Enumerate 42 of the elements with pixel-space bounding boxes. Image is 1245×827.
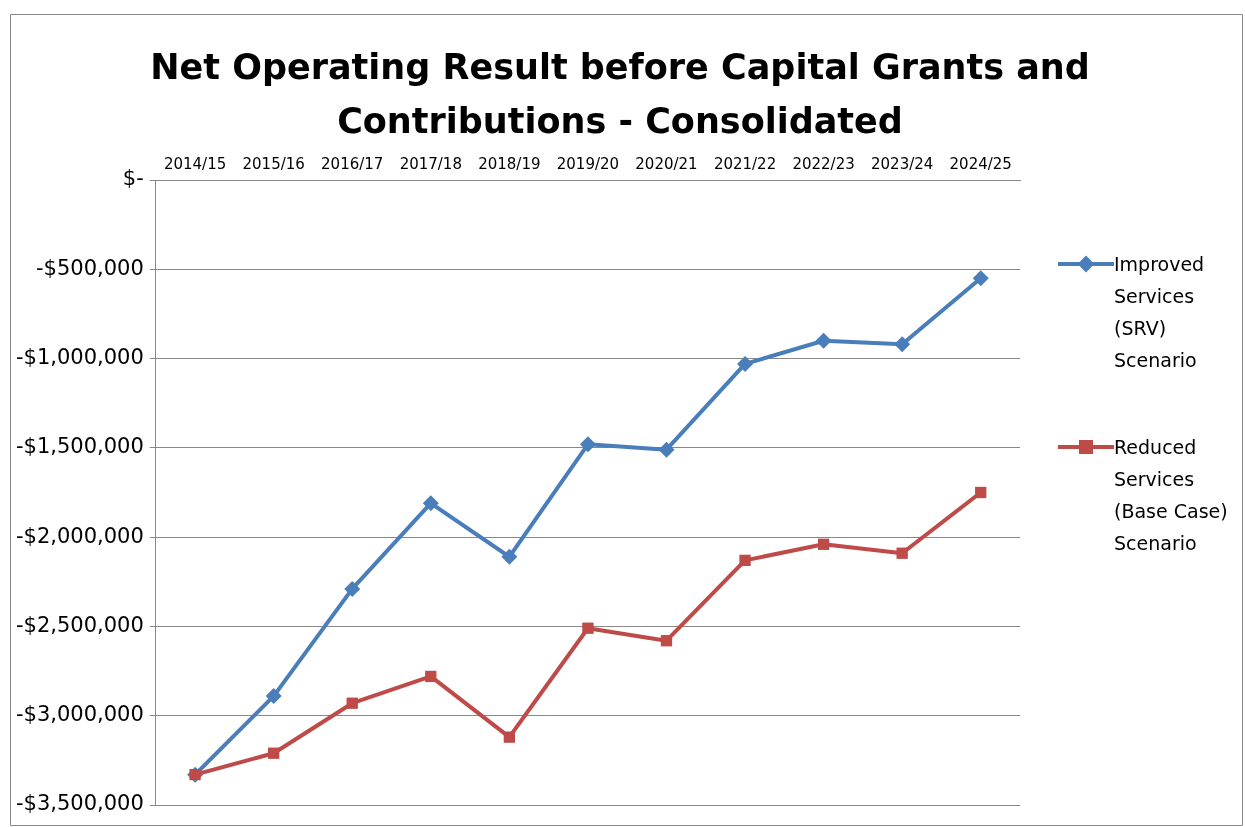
point xyxy=(425,670,437,683)
y-tick-label: -$1,000,000 xyxy=(15,345,144,370)
y-tick-label: -$2,000,000 xyxy=(15,523,144,548)
x-tick-label: 2020/21 xyxy=(635,154,698,173)
x-tick-label: 2018/19 xyxy=(478,154,541,173)
point xyxy=(268,747,280,759)
point xyxy=(346,697,358,709)
y-tick-label: -$3,000,000 xyxy=(15,702,144,727)
x-tick-label: 2015/16 xyxy=(242,154,305,173)
chart-title: Net Operating Result before Capital Grants and Contributions - Consolidated xyxy=(149,46,1091,143)
point xyxy=(739,554,751,567)
point xyxy=(344,580,361,597)
point xyxy=(660,635,673,647)
x-tick-label: 2023/24 xyxy=(870,154,934,173)
point xyxy=(815,332,832,349)
x-tick-label: 2014/15 xyxy=(163,154,227,173)
y-tick-label: -$1,500,000 xyxy=(15,434,144,459)
x-tick-label: 2024/25 xyxy=(949,154,1012,173)
point xyxy=(896,547,908,559)
point xyxy=(737,355,754,372)
y-tick-label: -$500,000 xyxy=(36,255,144,280)
point xyxy=(579,436,596,453)
x-tick-label: 2022/23 xyxy=(792,154,855,173)
point xyxy=(658,441,675,458)
point xyxy=(501,548,518,565)
point xyxy=(817,538,830,550)
y-tick-label: -$3,500,000 xyxy=(15,791,144,816)
x-tick-label: 2016/17 xyxy=(321,154,384,173)
x-tick-label: 2019/20 xyxy=(556,154,620,173)
x-tick-label: 2021/22 xyxy=(713,154,777,173)
y-tick-label: $- xyxy=(122,166,144,191)
point xyxy=(265,688,282,705)
point xyxy=(972,270,989,287)
point xyxy=(975,486,987,499)
legend-label: Improved Services (SRV) Scenario xyxy=(1114,252,1206,373)
point xyxy=(503,731,515,743)
point xyxy=(422,495,439,512)
x-tick-label: 2017/18 xyxy=(399,154,462,173)
point xyxy=(582,622,594,634)
point xyxy=(894,336,911,353)
y-tick-label: -$2,500,000 xyxy=(15,612,144,637)
legend-label: Reduced Services (Base Case) Scenario xyxy=(1114,435,1229,556)
